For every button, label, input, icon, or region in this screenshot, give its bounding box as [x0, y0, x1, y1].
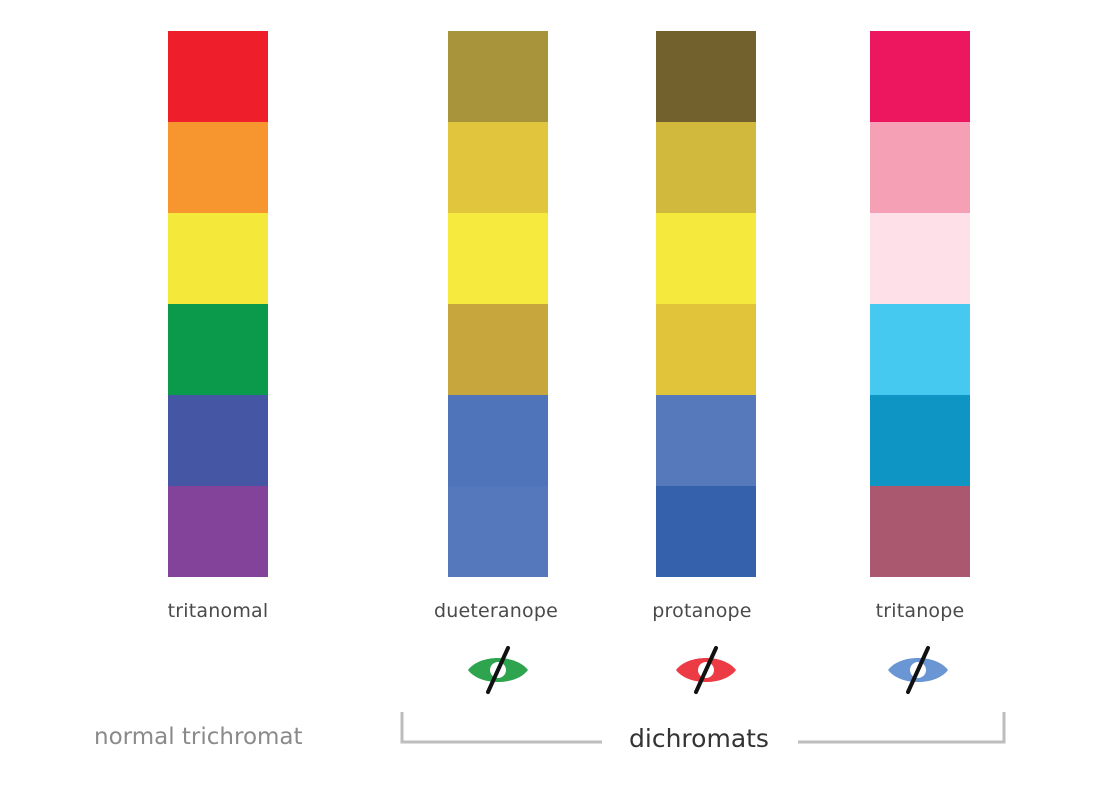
- swatch-column-tritanope: [870, 31, 970, 577]
- color-swatch: [870, 31, 970, 122]
- color-swatch: [168, 122, 268, 213]
- color-swatch: [870, 122, 970, 213]
- color-swatch: [448, 122, 548, 213]
- color-swatch: [448, 486, 548, 577]
- group-label-dichromats: dichromats: [629, 724, 769, 753]
- color-swatch: [168, 304, 268, 395]
- color-swatch: [656, 213, 756, 304]
- color-swatch: [656, 122, 756, 213]
- swatch-column-dueteranope: [448, 31, 548, 577]
- column-label-tritanomal: tritanomal: [167, 600, 269, 622]
- crossed-eye-icon: [888, 646, 948, 694]
- column-label-tritanope: tritanope: [875, 600, 965, 622]
- color-swatch: [168, 213, 268, 304]
- color-swatch: [656, 304, 756, 395]
- column-label-dueteranope: dueteranope: [433, 600, 558, 622]
- color-swatch: [870, 486, 970, 577]
- swatch-column-protanope: [656, 31, 756, 577]
- color-swatch: [870, 304, 970, 395]
- group-label-normal-trichromat: normal trichromat: [94, 724, 303, 750]
- color-swatch: [168, 31, 268, 122]
- color-swatch: [168, 395, 268, 486]
- color-swatch: [168, 486, 268, 577]
- color-swatch: [448, 304, 548, 395]
- swatch-column-tritanomal: [168, 31, 268, 577]
- color-swatch: [656, 486, 756, 577]
- color-swatch: [870, 213, 970, 304]
- dichromats-bracket: [400, 712, 1006, 744]
- column-label-protanope: protanope: [652, 600, 752, 622]
- color-swatch: [448, 213, 548, 304]
- color-swatch: [656, 395, 756, 486]
- color-swatch: [656, 31, 756, 122]
- color-swatch: [870, 395, 970, 486]
- crossed-eye-icon: [468, 646, 528, 694]
- color-swatch: [448, 395, 548, 486]
- crossed-eye-icon: [676, 646, 736, 694]
- color-swatch: [448, 31, 548, 122]
